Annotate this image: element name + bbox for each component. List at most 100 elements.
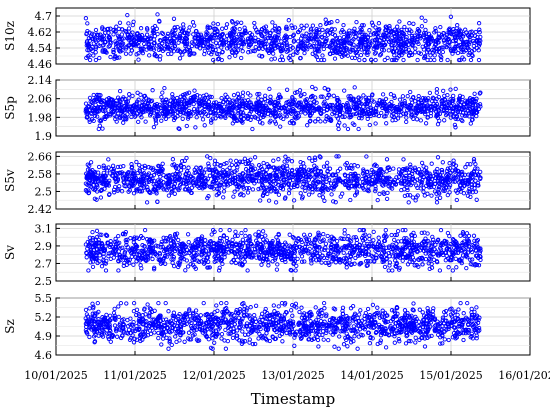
data-point xyxy=(295,46,300,51)
data-point xyxy=(252,114,257,119)
data-point xyxy=(223,92,228,97)
data-point xyxy=(202,48,207,53)
data-point xyxy=(389,57,395,63)
data-point xyxy=(155,12,160,17)
data-point xyxy=(279,54,284,59)
data-point xyxy=(461,41,466,46)
data-point xyxy=(353,97,359,102)
data-point xyxy=(421,47,427,52)
data-point xyxy=(195,110,200,116)
data-point xyxy=(441,38,447,43)
data-point xyxy=(272,23,278,29)
data-point xyxy=(324,114,329,119)
data-point xyxy=(231,92,237,98)
data-point xyxy=(179,104,184,109)
data-point xyxy=(386,48,391,53)
data-point xyxy=(452,35,458,41)
data-point xyxy=(365,52,370,58)
data-point xyxy=(112,113,117,118)
data-point xyxy=(212,26,217,32)
data-point xyxy=(140,50,146,56)
data-point xyxy=(453,125,458,130)
data-point xyxy=(192,23,197,28)
data-point xyxy=(460,47,465,53)
data-point xyxy=(125,36,130,41)
data-point xyxy=(344,37,349,42)
data-point xyxy=(264,30,269,35)
data-point xyxy=(326,92,331,97)
data-point xyxy=(155,31,160,37)
data-point xyxy=(100,48,105,53)
data-point xyxy=(127,92,132,97)
data-point xyxy=(128,110,133,115)
data-point xyxy=(272,40,277,45)
data-point xyxy=(209,120,214,125)
data-point xyxy=(303,98,308,103)
data-point xyxy=(193,125,198,130)
data-point xyxy=(106,96,112,101)
data-point xyxy=(204,30,209,35)
data-point xyxy=(182,106,187,111)
data-point xyxy=(277,94,282,100)
data-point xyxy=(268,94,273,99)
data-point xyxy=(423,18,428,24)
data-point xyxy=(180,92,186,98)
data-point xyxy=(377,53,383,58)
y-axis-label: S5v xyxy=(3,169,17,192)
data-point xyxy=(321,164,327,169)
data-point xyxy=(111,47,116,53)
data-point xyxy=(290,25,295,31)
data-point xyxy=(476,48,481,53)
data-point xyxy=(146,41,151,46)
data-point xyxy=(449,48,454,54)
data-point xyxy=(244,100,249,106)
data-point xyxy=(460,34,466,39)
data-point xyxy=(176,126,181,131)
data-point xyxy=(135,31,140,36)
data-point xyxy=(151,172,157,178)
data-point xyxy=(83,16,89,21)
data-point xyxy=(248,109,254,114)
data-point xyxy=(124,117,129,122)
data-point xyxy=(372,51,378,56)
data-point xyxy=(106,44,111,49)
data-point xyxy=(341,29,346,35)
data-point xyxy=(312,99,317,104)
data-point xyxy=(475,35,480,40)
data-point xyxy=(416,100,421,105)
data-point xyxy=(453,116,458,122)
data-point xyxy=(291,39,296,44)
data-point xyxy=(362,57,367,63)
data-point xyxy=(326,87,331,92)
data-point xyxy=(191,101,196,107)
data-point xyxy=(179,102,184,107)
data-point xyxy=(425,57,430,63)
data-point xyxy=(348,49,353,54)
data-point xyxy=(320,94,325,99)
data-point xyxy=(369,20,375,25)
data-point xyxy=(116,103,122,109)
data-point xyxy=(260,106,266,112)
y-tick-label: 2.42 xyxy=(28,203,53,216)
data-point xyxy=(110,102,115,108)
data-point xyxy=(251,48,256,54)
data-point xyxy=(186,31,191,37)
data-point xyxy=(433,26,438,31)
data-point xyxy=(442,97,447,102)
data-point xyxy=(157,18,162,24)
data-point xyxy=(396,31,402,36)
data-point xyxy=(96,37,101,43)
data-point xyxy=(416,50,422,55)
data-point xyxy=(119,109,124,114)
data-point xyxy=(205,113,211,118)
data-point xyxy=(327,166,333,171)
data-point xyxy=(322,32,327,38)
data-point xyxy=(186,45,191,50)
data-point xyxy=(233,43,238,49)
data-point xyxy=(176,40,181,45)
data-point xyxy=(426,31,431,37)
data-point xyxy=(261,100,266,105)
data-point xyxy=(84,111,89,116)
data-point xyxy=(143,107,148,112)
data-point xyxy=(386,32,391,38)
